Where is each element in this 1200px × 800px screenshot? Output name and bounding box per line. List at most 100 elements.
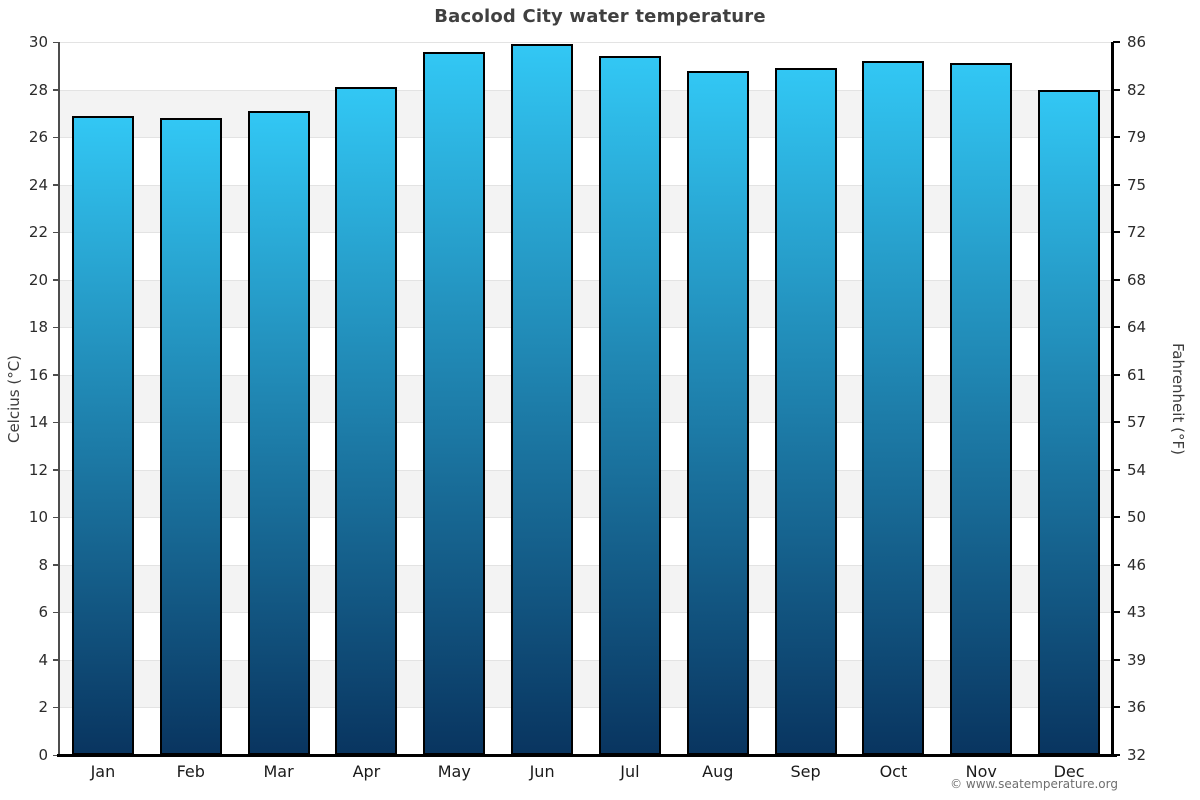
y-tick-fahrenheit-79: 79 (1127, 128, 1147, 147)
gridline-10c (59, 517, 1113, 519)
y-tick-celsius-18: 18 (28, 318, 48, 337)
y-tick-celsius-12: 12 (28, 460, 48, 479)
gridline-28c (59, 89, 1113, 91)
y-tick-fahrenheit-36: 36 (1127, 698, 1147, 717)
gridline-22c (59, 232, 1113, 234)
y-tick-celsius-28: 28 (28, 80, 48, 99)
y-tick-celsius-26: 26 (28, 128, 48, 147)
left-tick-26c (53, 136, 59, 139)
bar-jun (511, 44, 574, 755)
y-tick-fahrenheit-46: 46 (1127, 555, 1147, 574)
y-tick-fahrenheit-54: 54 (1127, 460, 1147, 479)
plot-band-gray (59, 374, 1113, 423)
bar-apr (335, 87, 398, 755)
y-tick-fahrenheit-32: 32 (1127, 746, 1147, 764)
gridline-24c (59, 184, 1113, 186)
right-tick-57f (1113, 421, 1120, 424)
gridline-2c (59, 707, 1113, 709)
left-tick-0c (53, 754, 59, 756)
right-tick-82f (1113, 88, 1120, 91)
y-tick-celsius-6: 6 (38, 603, 48, 622)
x-tick-sep: Sep (790, 762, 821, 781)
gridline-18c (59, 327, 1113, 329)
y-tick-celsius-16: 16 (28, 365, 48, 384)
y-tick-fahrenheit-86: 86 (1127, 33, 1147, 51)
left-tick-22c (53, 231, 59, 234)
plot-band-gray (59, 564, 1113, 613)
bar-mar (247, 110, 310, 755)
left-tick-24c (53, 184, 59, 186)
y-tick-fahrenheit-39: 39 (1127, 650, 1147, 669)
y-tick-celsius-2: 2 (38, 698, 48, 717)
bar-nov (950, 63, 1013, 755)
left-tick-20c (53, 279, 59, 281)
left-tick-14c (53, 421, 59, 424)
right-tick-54f (1113, 468, 1120, 471)
x-tick-dec: Dec (1053, 762, 1085, 781)
x-tick-nov: Nov (965, 762, 997, 781)
y-tick-fahrenheit-61: 61 (1127, 365, 1147, 384)
y-tick-celsius-10: 10 (28, 508, 48, 527)
left-tick-4c (53, 659, 59, 661)
bar-jan (71, 115, 134, 755)
plot-band-white (59, 137, 1113, 185)
gridline-12c (59, 469, 1113, 471)
gridline-6c (59, 612, 1113, 614)
plot-band-white (59, 422, 1113, 470)
y-tick-fahrenheit-50: 50 (1127, 508, 1147, 527)
y-axis-right-spine (1111, 42, 1114, 755)
y-tick-fahrenheit-57: 57 (1127, 413, 1147, 432)
right-tick-39f (1113, 658, 1120, 661)
y-tick-celsius-8: 8 (38, 555, 48, 574)
gridline-26c (59, 137, 1113, 139)
y-tick-celsius-24: 24 (28, 175, 48, 194)
x-tick-may: May (437, 762, 471, 781)
left-tick-2c (53, 706, 59, 709)
left-tick-16c (53, 374, 59, 376)
plot-band-white (59, 707, 1113, 755)
y-tick-fahrenheit-64: 64 (1127, 318, 1147, 337)
y-tick-fahrenheit-75: 75 (1127, 175, 1147, 194)
gridline-14c (59, 422, 1113, 424)
bar-sep (774, 68, 837, 755)
y-tick-fahrenheit-43: 43 (1127, 603, 1147, 622)
left-tick-28c (53, 89, 59, 91)
right-tick-68f (1113, 278, 1120, 281)
right-tick-79f (1113, 136, 1120, 139)
y-axis-left-spine (58, 42, 60, 755)
x-tick-mar: Mar (263, 762, 294, 781)
bar-aug (686, 70, 749, 755)
gridline-16c (59, 374, 1113, 376)
right-tick-46f (1113, 563, 1120, 566)
y-tick-celsius-14: 14 (28, 413, 48, 432)
x-tick-jul: Jul (620, 762, 640, 781)
plot-band-gray (59, 469, 1113, 518)
left-tick-30c (53, 41, 59, 43)
right-tick-64f (1113, 326, 1120, 329)
right-tick-72f (1113, 231, 1120, 234)
y-tick-celsius-0: 0 (38, 746, 48, 764)
y-tick-fahrenheit-68: 68 (1127, 270, 1147, 289)
plot-area (59, 42, 1113, 755)
left-tick-12c (53, 469, 59, 471)
left-tick-6c (53, 611, 59, 614)
plot-band-white (59, 42, 1113, 90)
y-tick-celsius-30: 30 (28, 33, 48, 51)
right-tick-43f (1113, 611, 1120, 614)
plot-band-gray (59, 659, 1113, 708)
bar-dec (1038, 89, 1101, 755)
gridline-30c (59, 42, 1113, 43)
plot-band-gray (59, 89, 1113, 138)
plot-band-white (59, 327, 1113, 375)
y-tick-celsius-20: 20 (28, 270, 48, 289)
right-tick-61f (1113, 373, 1120, 376)
x-tick-jun: Jun (529, 762, 555, 781)
bar-oct (862, 61, 925, 755)
x-tick-aug: Aug (702, 762, 734, 781)
plot-band-gray (59, 279, 1113, 328)
x-tick-feb: Feb (176, 762, 205, 781)
gridline-8c (59, 564, 1113, 566)
plot-band-white (59, 232, 1113, 280)
plot-band-white (59, 612, 1113, 660)
bar-may (423, 51, 486, 755)
